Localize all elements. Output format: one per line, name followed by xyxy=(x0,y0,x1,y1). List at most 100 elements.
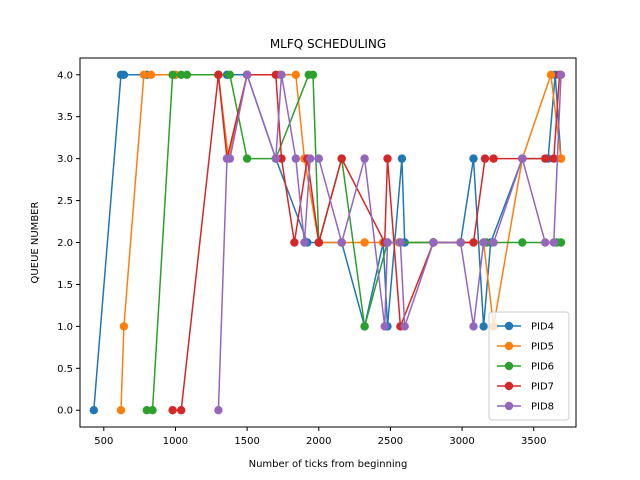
x-axis-ticks: 500 1000 1500 2000 2500 3000 3500 xyxy=(94,427,546,447)
data-point xyxy=(360,322,369,331)
legend: PID4 PID5 PID6 PID7 PID8 xyxy=(488,311,570,421)
data-point xyxy=(314,154,323,163)
y-axis-label: QUEUE NUMBER xyxy=(30,202,41,284)
legend-item: PID4 xyxy=(497,322,554,333)
data-point xyxy=(314,238,323,247)
data-point xyxy=(214,70,223,80)
data-point xyxy=(306,154,315,163)
data-point xyxy=(291,70,300,80)
series-layer xyxy=(89,70,566,415)
y-tick-label: 4.0 xyxy=(57,70,73,81)
x-tick-label: 500 xyxy=(94,436,113,447)
data-point xyxy=(89,406,99,415)
data-point xyxy=(119,322,129,331)
data-point xyxy=(541,154,550,163)
data-point xyxy=(480,154,490,163)
x-axis-label: Number of ticks from beginning xyxy=(249,459,408,470)
data-point xyxy=(479,238,488,247)
y-tick-label: 1.0 xyxy=(57,322,73,333)
data-point xyxy=(337,238,346,247)
data-point xyxy=(469,238,478,247)
data-point xyxy=(148,406,157,415)
y-tick-label: 0.0 xyxy=(57,406,73,417)
data-point xyxy=(291,154,300,163)
data-point xyxy=(214,406,223,415)
data-point xyxy=(549,154,558,163)
data-point xyxy=(177,406,186,415)
data-point xyxy=(489,154,498,163)
data-point xyxy=(271,154,280,163)
x-tick-label: 3000 xyxy=(449,436,474,447)
data-point xyxy=(383,154,392,163)
legend-label: PID5 xyxy=(531,342,554,353)
data-point xyxy=(225,70,235,80)
y-tick-label: 1.5 xyxy=(57,280,73,291)
legend-item: PID7 xyxy=(497,382,554,393)
data-point xyxy=(139,70,149,80)
data-point xyxy=(556,238,566,247)
y-tick-label: 3.0 xyxy=(57,154,73,165)
data-point xyxy=(116,406,126,415)
legend-item: PID5 xyxy=(497,342,554,353)
data-point xyxy=(546,70,556,80)
x-tick-label: 1000 xyxy=(163,436,188,447)
legend-label: PID6 xyxy=(531,362,554,373)
legend-swatch-marker xyxy=(504,361,514,371)
data-point xyxy=(396,238,405,247)
y-tick-label: 3.5 xyxy=(57,112,73,123)
data-point xyxy=(308,70,318,80)
y-tick-label: 2.0 xyxy=(57,238,73,249)
data-point xyxy=(429,238,438,247)
data-point xyxy=(290,238,299,247)
legend-label: PID7 xyxy=(531,382,554,393)
legend-item: PID6 xyxy=(497,362,554,373)
x-tick-label: 1500 xyxy=(234,436,259,447)
data-point xyxy=(518,238,527,247)
legend-label: PID8 xyxy=(531,402,554,413)
data-point xyxy=(300,238,309,247)
data-point xyxy=(469,322,478,331)
legend-swatch-marker xyxy=(504,381,514,391)
data-point xyxy=(242,70,252,80)
x-tick-label: 2000 xyxy=(306,436,331,447)
legend-swatch-marker xyxy=(504,401,514,411)
data-point xyxy=(168,406,177,415)
data-point xyxy=(168,70,177,80)
data-point xyxy=(360,238,369,247)
data-point xyxy=(277,70,286,80)
data-point xyxy=(541,238,550,247)
data-point xyxy=(479,322,488,331)
y-tick-label: 2.5 xyxy=(57,196,73,207)
data-point xyxy=(360,154,369,163)
data-point xyxy=(182,70,192,80)
data-point xyxy=(400,322,409,331)
data-point xyxy=(556,70,566,80)
x-tick-label: 2500 xyxy=(378,436,403,447)
legend-label: PID4 xyxy=(531,322,554,333)
y-axis-ticks: 0.0 0.5 1.0 1.5 2.0 2.5 3.0 3.5 4.0 xyxy=(57,70,80,417)
legend-item: PID8 xyxy=(497,402,554,413)
data-point xyxy=(397,154,407,163)
data-point xyxy=(225,154,235,163)
y-tick-label: 0.5 xyxy=(57,364,73,375)
legend-box xyxy=(488,311,570,421)
data-point xyxy=(489,238,498,247)
legend-swatch-marker xyxy=(504,341,514,351)
legend-swatch-marker xyxy=(504,321,514,331)
data-point xyxy=(380,322,389,331)
data-point xyxy=(469,154,478,163)
x-tick-label: 3500 xyxy=(521,436,546,447)
chart-title: MLFQ SCHEDULING xyxy=(270,37,386,51)
series-pid8 xyxy=(214,70,566,415)
data-point xyxy=(337,154,346,163)
data-point xyxy=(556,154,566,163)
data-point xyxy=(146,70,156,80)
data-point xyxy=(518,154,527,163)
data-point xyxy=(383,238,392,247)
data-point xyxy=(119,70,129,80)
data-point xyxy=(242,154,252,163)
data-point xyxy=(549,238,558,247)
data-point xyxy=(456,238,465,247)
